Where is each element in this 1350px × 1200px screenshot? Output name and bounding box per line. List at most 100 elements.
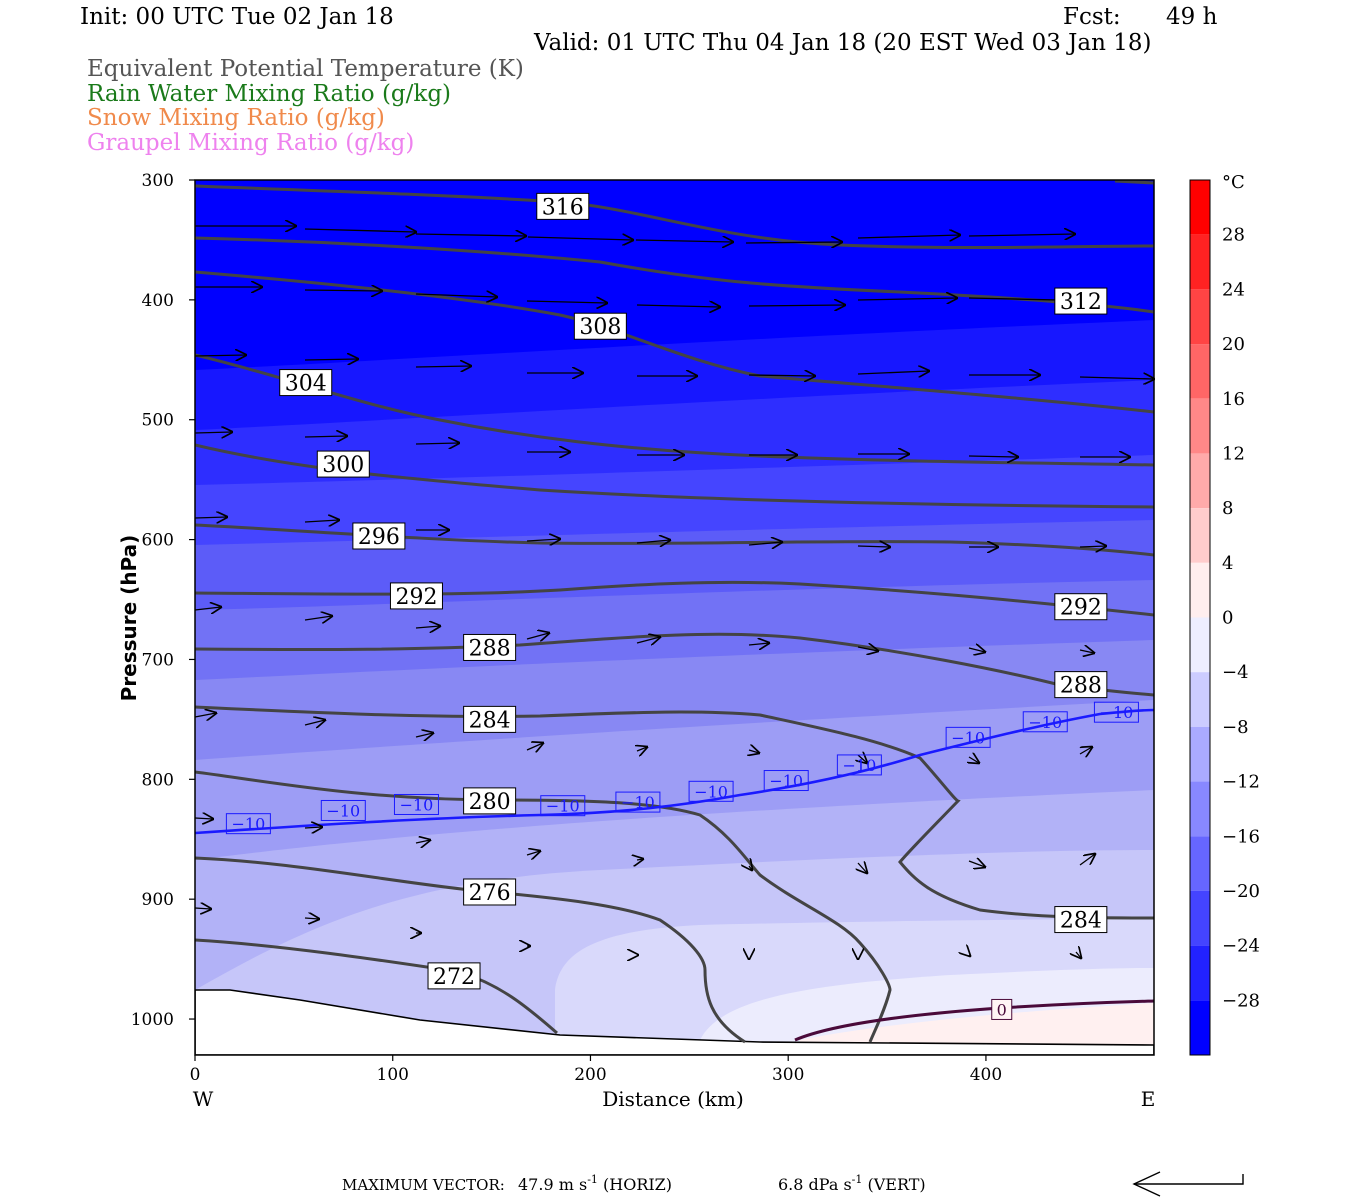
isotherm-label: −10 <box>842 756 876 775</box>
vert-unit: dPa s <box>809 1175 852 1194</box>
terrain <box>195 989 1154 1055</box>
wind-vectors <box>194 226 1154 959</box>
y-tick-label: 300 <box>142 171 174 191</box>
colorbar-tick-label: 24 <box>1222 279 1245 300</box>
isotherm-label: −10 <box>546 797 580 816</box>
isotherm-label-box <box>320 799 366 821</box>
isotherm-label: −10 <box>621 793 655 812</box>
x-tick-label: 100 <box>377 1065 409 1085</box>
x-axis-west-label: W <box>193 1087 214 1111</box>
theta-e-label-box <box>536 192 590 220</box>
temperature-colorbar: 28 24 20 16 12 8 4 0 −4 −8 −12 −16 −20 −24 −28 <box>1189 179 1260 1056</box>
colorbar-tick-label: −24 <box>1222 936 1260 957</box>
colorbar-tick-label: −16 <box>1222 826 1260 847</box>
isotherm-label-box <box>540 795 586 817</box>
colorbar-segment <box>1190 344 1210 399</box>
legend-rain: Rain Water Mixing Ratio (g/kg) <box>87 81 452 107</box>
isotherm-label: −10 <box>951 728 985 747</box>
isotherm-label: −10 <box>769 772 803 791</box>
max-vector-vert: 6.8 dPa s-1 (VERT) <box>778 1168 926 1194</box>
colorbar-tick-label: −12 <box>1222 772 1260 793</box>
legend-theta-e: Equivalent Potential Temperature (K) <box>87 56 524 82</box>
y-tick-label: 800 <box>142 770 174 790</box>
x-tick-label: 200 <box>574 1065 606 1085</box>
y-axis-title: Pressure (hPa) <box>117 535 141 702</box>
forecast-label: Fcst: <box>1063 4 1121 30</box>
theta-e-label-box <box>352 522 406 550</box>
y-tick-label: 500 <box>142 411 174 431</box>
theta-e-label-box <box>1054 287 1108 315</box>
isotherm-label-box <box>945 726 991 748</box>
theta-e-label: 312 <box>1060 290 1102 315</box>
y-axis: 300 400 500 600 700 800 900 1000 <box>131 171 195 1030</box>
legend-graupel: Graupel Mixing Ratio (g/kg) <box>87 130 415 156</box>
colorbar-segment <box>1190 289 1210 345</box>
colorbar-tick-label: 16 <box>1222 389 1245 410</box>
isotherm-label: −10 <box>1028 713 1062 732</box>
colorbar-tick-label: 0 <box>1222 608 1233 629</box>
isotherm-label-box <box>763 770 809 792</box>
theta-e-label-box <box>463 878 517 906</box>
colorbar-segment <box>1190 1000 1210 1055</box>
theta-e-label-box <box>316 450 370 478</box>
theta-e-label: 280 <box>469 790 511 815</box>
theta-e-label: 288 <box>1060 674 1102 699</box>
horiz-unit: m s <box>559 1175 587 1194</box>
theta-e-label: 296 <box>358 525 400 550</box>
y-tick-label: 900 <box>142 890 174 910</box>
theta-e-label-box <box>1054 671 1108 699</box>
theta-e-label: 304 <box>285 372 327 397</box>
colorbar-tick-label: 20 <box>1222 334 1245 355</box>
isotherm-label-box <box>836 754 882 776</box>
colorbar-segment <box>1190 945 1210 1001</box>
colorbar-tick-label: 8 <box>1222 498 1233 519</box>
colorbar-segment <box>1190 508 1210 563</box>
isotherm-label: −10 <box>694 782 728 801</box>
isotherm-label-box <box>1022 711 1068 733</box>
x-axis-east-label: E <box>1141 1087 1156 1111</box>
isotherm-labels: −10 −10 −10 −10 −10 −10 −10 −10 −10 −10 −10 0 <box>225 701 1139 1020</box>
x-axis: 0 100 200 300 400 <box>190 1055 1002 1085</box>
theta-e-label: 272 <box>433 965 475 990</box>
theta-e-label-box <box>1054 593 1108 621</box>
horiz-value: 47.9 <box>518 1175 554 1194</box>
theta-e-contours <box>195 184 1154 1044</box>
theta-e-label-box <box>279 369 333 397</box>
x-axis-title: Distance (km) <box>602 1087 744 1111</box>
isotherm-label-box <box>615 791 661 813</box>
theta-e-labels: 316 312 308 304 300 296 292 292 288 288 284 284 280 2… <box>279 192 1108 990</box>
x-tick-label: 400 <box>970 1065 1002 1085</box>
plot-frame <box>194 179 1155 1056</box>
max-vector-horiz: 47.9 m s-1 (HORIZ) <box>518 1168 672 1194</box>
colorbar-segment <box>1190 781 1210 837</box>
colorbar-tick-label: 28 <box>1222 225 1245 246</box>
theta-e-label-box <box>463 705 517 733</box>
colorbar-segment <box>1190 672 1210 727</box>
reference-vector-arrow-icon <box>1132 1171 1244 1197</box>
x-tick-label: 0 <box>190 1065 201 1085</box>
theta-e-label-box <box>463 633 517 661</box>
max-vector-label: MAXIMUM VECTOR: <box>342 1176 505 1194</box>
theta-e-label: 292 <box>395 585 437 610</box>
theta-e-label: 308 <box>579 315 621 340</box>
valid-time: Valid: 01 UTC Thu 04 Jan 18 (20 EST Wed … <box>534 30 1152 56</box>
isotherm-label: −10 <box>326 801 360 820</box>
x-tick-label: 300 <box>772 1065 804 1085</box>
legend-snow: Snow Mixing Ratio (g/kg) <box>87 105 385 131</box>
horiz-tag: (HORIZ) <box>603 1175 672 1194</box>
colorbar-segment <box>1190 836 1210 891</box>
colorbar-segment <box>1190 617 1210 673</box>
colorbar-segment <box>1190 562 1210 618</box>
isotherm-label-box <box>393 793 439 815</box>
isotherm-label-box <box>1093 701 1139 723</box>
theta-e-contour-fragment <box>1114 180 1154 185</box>
theta-e-label-box <box>1054 906 1108 934</box>
isotherm-label: 0 <box>997 1000 1007 1019</box>
colorbar-segment <box>1190 890 1210 946</box>
colorbar-segment <box>1190 726 1210 782</box>
theta-e-label: 284 <box>1060 909 1102 934</box>
colorbar-tick-label: −4 <box>1222 662 1249 683</box>
theta-e-label: 284 <box>469 708 511 733</box>
colorbar-tick-label: −8 <box>1222 717 1249 738</box>
init-time: Init: 00 UTC Tue 02 Jan 18 <box>80 4 394 30</box>
